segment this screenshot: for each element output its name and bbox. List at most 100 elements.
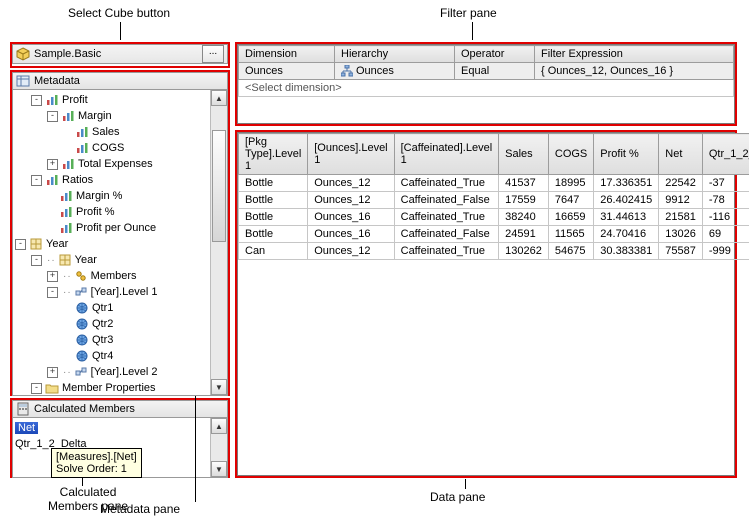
calculator-icon — [16, 402, 30, 416]
expander[interactable]: - — [31, 383, 42, 394]
tree-node-label: Year — [75, 254, 97, 266]
tree-node-label: Qtr4 — [92, 350, 113, 362]
filter-pane[interactable]: DimensionHierarchyOperatorFilter Express… — [237, 44, 735, 124]
data-cell: 9912 — [659, 192, 703, 209]
filter-cell[interactable]: Equal — [455, 63, 535, 80]
filter-cell[interactable]: { Ounces_12, Ounces_16 } — [535, 63, 734, 80]
data-cell: Caffeinated_False — [394, 226, 499, 243]
data-row[interactable]: BottleOunces_12Caffeinated_False17559764… — [239, 192, 749, 209]
filter-row[interactable]: OuncesOuncesEqual{ Ounces_12, Ounces_16 … — [239, 63, 734, 80]
tree-node[interactable]: +··[Year].Level 2 — [15, 364, 211, 380]
tree-node[interactable]: -··Year — [15, 252, 211, 268]
tree-node[interactable]: Sales — [15, 124, 211, 140]
data-cell: 11565 — [548, 226, 593, 243]
data-cell: Caffeinated_True — [394, 175, 499, 192]
filter-placeholder-cell[interactable]: <Select dimension> — [239, 80, 734, 97]
tree-node[interactable]: Profit % — [15, 204, 211, 220]
connector-dots: ·· — [63, 271, 72, 282]
data-col-header[interactable]: [Caffeinated].Level 1 — [394, 134, 499, 175]
tree-node[interactable]: +··Members — [15, 268, 211, 284]
data-cell: Ounces_12 — [308, 192, 394, 209]
hierarchy-icon — [341, 65, 353, 77]
filter-placeholder-row[interactable]: <Select dimension> — [239, 80, 734, 97]
tree-node-label: Profit per Ounce — [76, 222, 156, 234]
data-row[interactable]: BottleOunces_16Caffeinated_True382401665… — [239, 209, 749, 226]
filter-col-header[interactable]: Filter Expression — [535, 46, 734, 63]
annot-calc-members-pane: Calculated Members pane — [48, 485, 128, 513]
expander[interactable]: - — [31, 175, 42, 186]
data-cell: 24.70416 — [594, 226, 659, 243]
data-pane[interactable]: [Pkg Type].Level 1[Ounces].Level 1[Caffe… — [237, 132, 735, 476]
data-cell: 31.44613 — [594, 209, 659, 226]
scroll-up-button[interactable]: ▲ — [211, 90, 227, 106]
tree-node[interactable]: Margin % — [15, 188, 211, 204]
data-col-header[interactable]: Profit % — [594, 134, 659, 175]
filter-cell[interactable]: Ounces — [239, 63, 335, 80]
data-col-header[interactable]: Qtr_1_2_Delta — [702, 134, 749, 175]
tree-node[interactable]: Qtr1 — [15, 300, 211, 316]
data-cell: Caffeinated_True — [394, 243, 499, 260]
tree-node[interactable]: - Profit — [15, 92, 211, 108]
scroll-down-button[interactable]: ▼ — [211, 379, 227, 395]
data-col-header[interactable]: Sales — [499, 134, 549, 175]
select-cube-button[interactable]: ... — [202, 45, 224, 63]
calc-member-item[interactable]: ΣNet — [15, 420, 225, 436]
tree-node-label: Profit % — [76, 206, 115, 218]
cube-selector[interactable]: Sample.Basic ... — [12, 44, 228, 64]
expander[interactable]: - — [15, 239, 26, 250]
tree-node[interactable]: -··[Year].Level 1 — [15, 284, 211, 300]
tree-node[interactable]: COGS — [15, 140, 211, 156]
scroll-up-button[interactable]: ▲ — [211, 418, 227, 434]
level-icon — [74, 365, 88, 379]
expander[interactable]: - — [31, 255, 42, 266]
expander[interactable]: + — [47, 271, 58, 282]
data-cell: 30.383381 — [594, 243, 659, 260]
tree-node-label: Sales — [92, 126, 120, 138]
bars-icon — [45, 173, 59, 187]
tree-node[interactable]: Qtr2 — [15, 316, 211, 332]
tree-node[interactable]: -Year — [15, 236, 211, 252]
globe-icon — [75, 317, 89, 331]
data-cell: 69 — [702, 226, 749, 243]
data-cell: Bottle — [239, 192, 308, 209]
expander[interactable]: + — [47, 367, 58, 378]
tree-node[interactable]: Profit per Ounce — [15, 220, 211, 236]
data-cell: Bottle — [239, 175, 308, 192]
data-col-header[interactable]: [Ounces].Level 1 — [308, 134, 394, 175]
data-col-header[interactable]: [Pkg Type].Level 1 — [239, 134, 308, 175]
data-col-header[interactable]: COGS — [548, 134, 593, 175]
tree-node[interactable]: -Member Properties — [15, 380, 211, 396]
metadata-tree[interactable]: -Profit-MarginSalesCOGS+Total Expenses-R… — [13, 90, 227, 396]
data-cell: Bottle — [239, 226, 308, 243]
data-row[interactable]: BottleOunces_12Caffeinated_True415371899… — [239, 175, 749, 192]
expander[interactable]: - — [31, 95, 42, 106]
bars-icon — [59, 205, 73, 219]
expander[interactable]: - — [47, 111, 58, 122]
data-row[interactable]: BottleOunces_16Caffeinated_False24591115… — [239, 226, 749, 243]
filter-col-header[interactable]: Dimension — [239, 46, 335, 63]
data-row[interactable]: CanOunces_12Caffeinated_True130262546753… — [239, 243, 749, 260]
data-cell: 26.402415 — [594, 192, 659, 209]
data-col-header[interactable]: Net — [659, 134, 703, 175]
scroll-thumb[interactable] — [212, 130, 226, 242]
data-cell: 24591 — [499, 226, 549, 243]
tree-node[interactable]: + Total Expenses — [15, 156, 211, 172]
tree-node[interactable]: -Ratios — [15, 172, 211, 188]
tree-node-label: Profit — [62, 94, 88, 106]
tree-node[interactable]: -Margin — [15, 108, 211, 124]
filter-col-header[interactable]: Hierarchy — [335, 46, 455, 63]
scrollbar[interactable]: ▲ ▼ — [210, 90, 227, 395]
scrollbar[interactable]: ▲ ▼ — [210, 418, 227, 477]
tree-node[interactable]: Qtr4 — [15, 348, 211, 364]
expander[interactable]: - — [47, 287, 58, 298]
filter-col-header[interactable]: Operator — [455, 46, 535, 63]
tree-node[interactable]: Qtr3 — [15, 332, 211, 348]
expander[interactable]: + — [47, 159, 58, 170]
members-icon — [74, 269, 88, 283]
scroll-down-button[interactable]: ▼ — [211, 461, 227, 477]
filter-cell[interactable]: Ounces — [335, 63, 455, 80]
data-cell: Caffeinated_False — [394, 192, 499, 209]
data-cell: 13026 — [659, 226, 703, 243]
calc-members-header-text: Calculated Members — [34, 403, 135, 415]
tree-node-label: Total Expenses — [78, 158, 153, 170]
